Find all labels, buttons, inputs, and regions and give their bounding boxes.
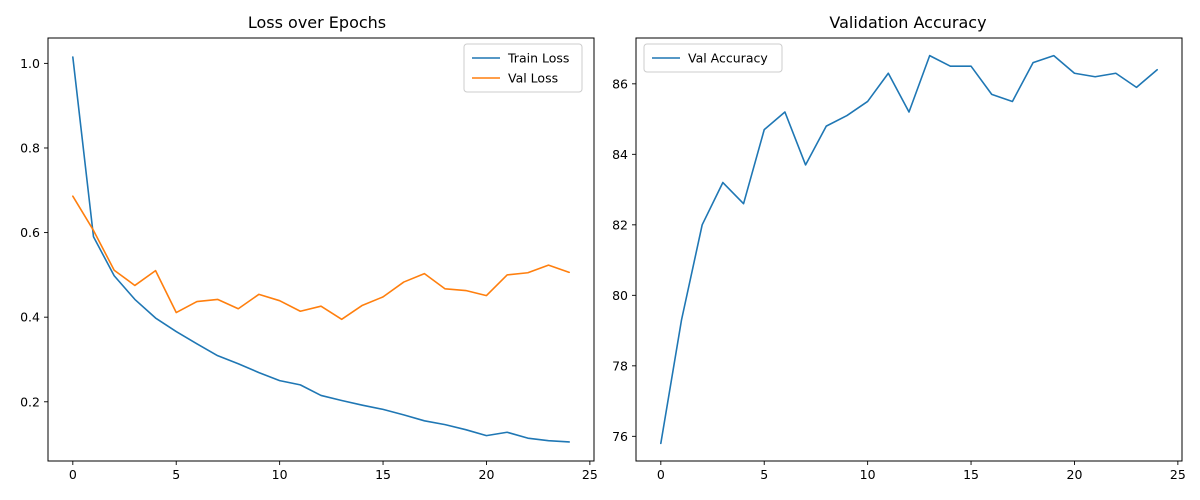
accuracy-chart: Validation Accuracy 0 5 10 15 20 25 76 78 80 82 84… (612, 13, 1186, 482)
legend: Val Accuracy (643, 43, 783, 73)
series-line-train-loss (72, 56, 570, 443)
chart-title: Loss over Epochs (248, 13, 386, 32)
series-line-val-loss (72, 195, 570, 321)
legend-label: Train Loss (507, 51, 569, 66)
loss-chart: Loss over Epochs 0 5 10 15 20 25 0.2 0.4 0.6 0.8 1… (20, 13, 598, 482)
y-tick-label: 86 (612, 76, 628, 91)
y-tick-label: 80 (612, 288, 628, 303)
x-tick-label: 0 (657, 467, 665, 482)
y-tick-label: 0.6 (20, 225, 40, 240)
chart-title: Validation Accuracy (829, 13, 986, 32)
x-tick-label: 25 (582, 467, 598, 482)
x-tick-label: 5 (172, 467, 180, 482)
y-tick-label: 76 (612, 429, 628, 444)
y-tick-label: 78 (612, 358, 628, 373)
x-tick-label: 10 (860, 467, 876, 482)
plot-frame (635, 37, 1183, 462)
x-tick-label: 5 (760, 467, 768, 482)
y-tick-label: 84 (612, 147, 628, 162)
y-tick-label: 0.4 (20, 310, 40, 325)
x-tick-label: 20 (1067, 467, 1083, 482)
plot-frame (47, 37, 595, 462)
legend-box (643, 43, 783, 73)
y-tick-label: 1.0 (20, 56, 40, 71)
y-tick-label: 82 (612, 217, 628, 232)
legend-label: Val Accuracy (688, 51, 768, 66)
y-tick-label: 0.8 (20, 140, 40, 155)
x-tick-label: 15 (963, 467, 979, 482)
x-tick-label: 20 (479, 467, 495, 482)
legend-label: Val Loss (508, 71, 558, 86)
x-tick-label: 15 (375, 467, 391, 482)
x-tick-label: 10 (272, 467, 288, 482)
y-tick-label: 0.2 (20, 394, 40, 409)
x-tick-label: 25 (1170, 467, 1186, 482)
legend-box (463, 43, 583, 93)
x-tick-label: 0 (69, 467, 77, 482)
series-line-val-accuracy (660, 54, 1158, 445)
legend: Train Loss Val Loss (463, 43, 583, 93)
